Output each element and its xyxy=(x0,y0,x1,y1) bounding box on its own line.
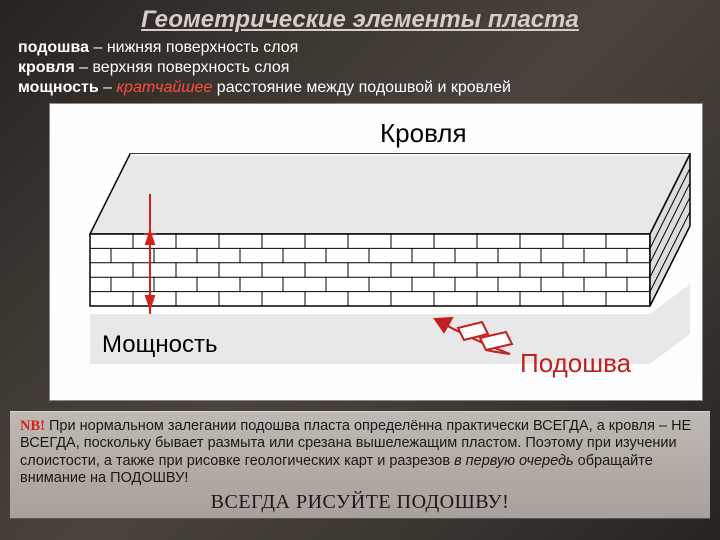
def-desc: расстояние между подошвой и кровлей xyxy=(212,79,511,96)
note-emph: в первую очередь xyxy=(454,453,574,469)
def-row-2: мощность – кратчайшее расстояние между п… xyxy=(18,78,702,98)
note-footer: ВСЕГДА РИСУЙТЕ ПОДОШВУ! xyxy=(20,490,700,514)
def-row-1: кровля – верхняя поверхность слоя xyxy=(18,58,702,78)
def-dash: – xyxy=(75,59,93,76)
note-block: NB! При нормальном залегании подошва пла… xyxy=(10,412,710,518)
definitions-block: подошва – нижняя поверхность слоя кровля… xyxy=(0,38,720,102)
diagram: Кровля Мощность Подошва xyxy=(50,104,702,400)
label-bottom: Подошва xyxy=(520,348,632,378)
label-thickness: Мощность xyxy=(102,331,217,358)
def-term: подошва xyxy=(18,39,89,56)
def-row-0: подошва – нижняя поверхность слоя xyxy=(18,38,702,58)
def-term: мощность xyxy=(18,79,99,96)
def-desc: верхняя поверхность слоя xyxy=(92,59,289,76)
def-dash: – xyxy=(99,79,117,96)
label-top: Кровля xyxy=(380,118,467,148)
def-emph: кратчайшее xyxy=(117,79,213,96)
def-desc: нижняя поверхность слоя xyxy=(107,39,299,56)
page-title: Геометрические элементы пласта xyxy=(0,0,720,38)
def-dash: – xyxy=(89,39,107,56)
note-nb: NB! xyxy=(20,418,45,434)
def-term: кровля xyxy=(18,59,75,76)
diagram-svg: Кровля Мощность Подошва xyxy=(50,104,700,400)
